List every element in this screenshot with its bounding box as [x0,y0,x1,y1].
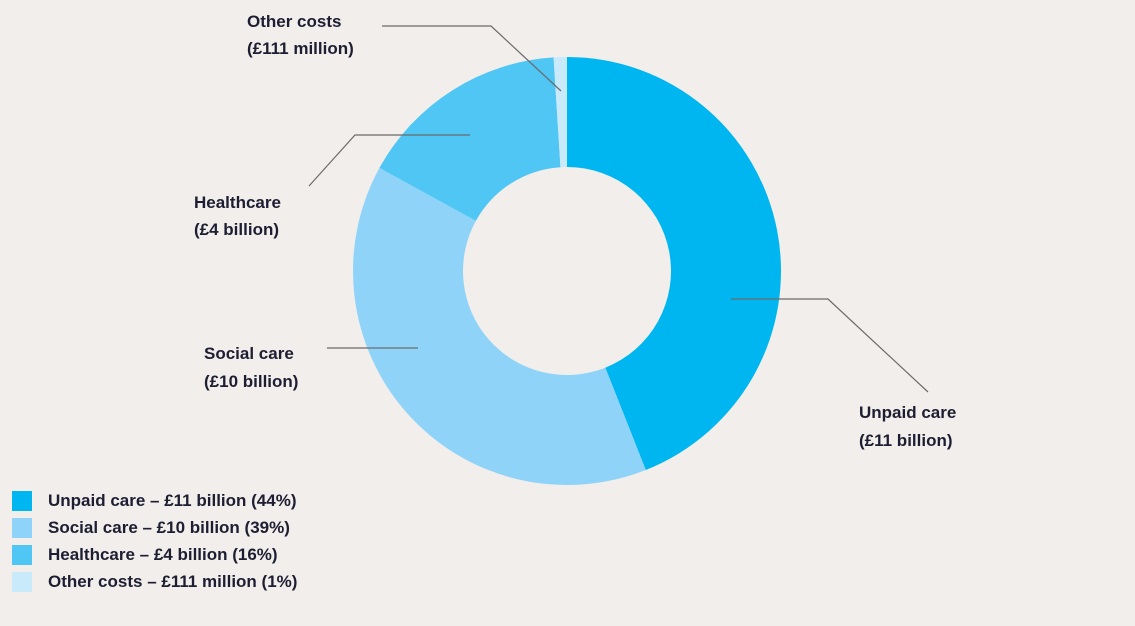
donut-slice-unpaid-care [567,57,781,470]
leader-line-healthcare [308,134,470,187]
legend-item-healthcare: Healthcare – £4 billion (16%) [12,541,297,568]
leader-line-other-costs [382,25,562,92]
legend-item-social-care: Social care – £10 billion (39%) [12,514,297,541]
callout-unpaid-care-label: Unpaid care [859,403,956,422]
callout-social-care: Social care (£10 billion) [204,344,418,391]
callout-healthcare-value: (£4 billion) [194,220,279,239]
callout-other-costs-value: (£111 million) [247,39,354,58]
callout-social-care-value: (£10 billion) [204,372,298,391]
legend-swatch-healthcare [12,544,32,565]
donut-slice-healthcare [379,57,561,221]
legend-label-unpaid-care: Unpaid care – £11 billion (44%) [48,490,297,510]
callout-healthcare: Healthcare (£4 billion) [194,134,470,239]
callout-other-costs-label: Other costs [247,12,341,31]
leader-line-unpaid-care [731,298,929,393]
legend-swatch-unpaid-care [12,490,32,511]
donut-slice-other-costs [553,57,567,168]
legend-swatch-social-care [12,517,32,538]
legend-item-unpaid-care: Unpaid care – £11 billion (44%) [12,487,297,514]
callout-social-care-label: Social care [204,344,294,363]
legend-item-other-costs: Other costs – £111 million (1%) [12,568,297,595]
callout-healthcare-label: Healthcare [194,193,281,212]
legend: Unpaid care – £11 billion (44%) Social c… [12,487,297,595]
donut-slice-social-care [353,167,646,485]
callout-unpaid-care-value: (£11 billion) [859,431,953,450]
legend-label-other-costs: Other costs – £111 million (1%) [48,571,298,591]
callout-other-costs: Other costs (£111 million) [247,12,562,92]
legend-label-social-care: Social care – £10 billion (39%) [48,517,290,537]
callout-unpaid-care: Unpaid care (£11 billion) [731,298,956,450]
legend-label-healthcare: Healthcare – £4 billion (16%) [48,544,278,564]
legend-swatch-other-costs [12,571,32,592]
